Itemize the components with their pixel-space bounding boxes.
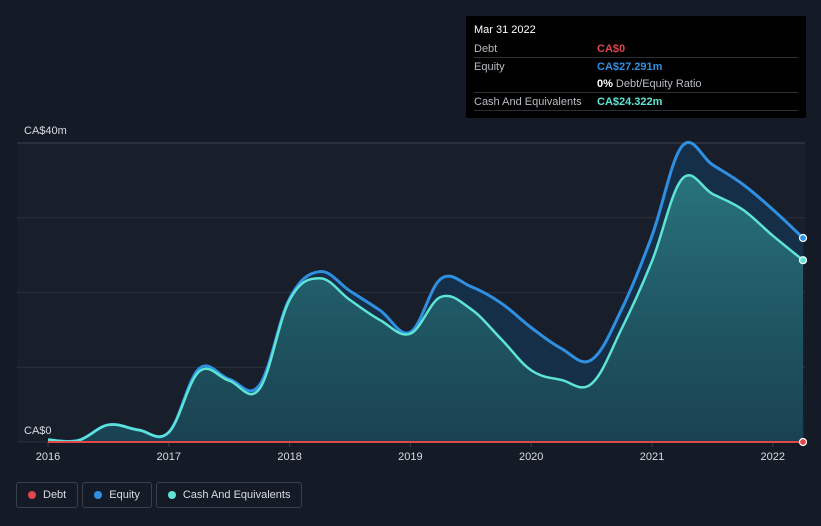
tooltip-row-equity: Equity CA$27.291m xyxy=(474,58,798,75)
tooltip-row-cash: Cash And Equivalents CA$24.322m xyxy=(474,93,798,111)
cash-area xyxy=(48,175,803,443)
equity-dot-icon xyxy=(94,491,103,499)
tooltip-label: Debt xyxy=(474,42,498,55)
tooltip-value: CA$0 xyxy=(597,42,626,55)
x-tick-label: 2021 xyxy=(639,451,665,463)
tooltip-row-ratio: 0% Debt/Equity Ratio xyxy=(474,75,798,93)
cash-and-equivalents-end-marker xyxy=(798,256,808,265)
legend-item-equity[interactable]: Equity xyxy=(82,482,152,508)
legend-label: Cash And Equivalents xyxy=(182,489,291,501)
y-axis-max-label: CA$40m xyxy=(24,125,67,137)
chart-legend: Debt Equity Cash And Equivalents xyxy=(16,482,303,508)
x-tick-label: 2017 xyxy=(156,451,182,463)
cash-dot-icon xyxy=(167,491,176,499)
tooltip-label: Cash And Equivalents xyxy=(474,95,582,108)
legend-label: Debt xyxy=(43,489,67,501)
tooltip-ratio-value: 0% xyxy=(597,77,613,90)
y-axis-min-label: CA$0 xyxy=(24,425,52,437)
legend-label: Equity xyxy=(109,489,140,501)
tooltip-row-debt: Debt CA$0 xyxy=(474,40,798,58)
debt-dot-icon xyxy=(28,491,36,499)
data-tooltip: Mar 31 2022 Debt CA$0 Equity CA$27.291m … xyxy=(466,16,806,118)
x-tick-label: 2022 xyxy=(760,451,786,463)
tooltip-ratio-label: Debt/Equity Ratio xyxy=(615,77,702,90)
tooltip-value: CA$24.322m xyxy=(597,95,663,108)
legend-item-debt[interactable]: Debt xyxy=(16,482,79,508)
tooltip-date: Mar 31 2022 xyxy=(474,24,536,36)
x-tick-label: 2020 xyxy=(518,451,544,463)
x-tick-label: 2016 xyxy=(35,451,61,463)
x-tick-label: 2019 xyxy=(398,451,423,463)
legend-item-cash[interactable]: Cash And Equivalents xyxy=(155,482,303,508)
x-tick-label: 2018 xyxy=(277,451,302,463)
cash-line xyxy=(47,174,804,443)
tooltip-value: CA$27.291m xyxy=(597,60,663,73)
debt-end-marker xyxy=(798,437,808,447)
equity-end-marker xyxy=(798,233,808,243)
tooltip-label: Equity xyxy=(474,60,505,73)
